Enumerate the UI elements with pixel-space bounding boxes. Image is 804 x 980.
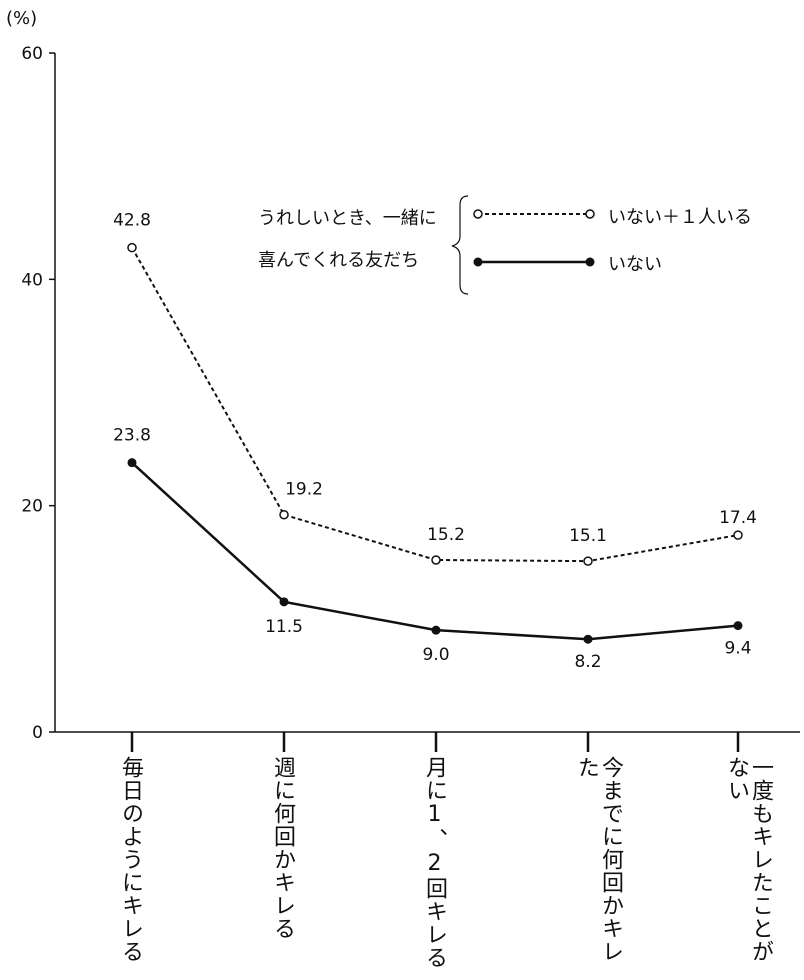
legend-label-dashed: いない＋１人いる (608, 207, 752, 228)
legend-marker-open (473, 209, 483, 219)
x-tick-label-2: 月に1、2回キレる (422, 756, 447, 969)
series-1-point-1 (279, 597, 289, 607)
y-tick-label-0: 0 (32, 723, 43, 743)
data-label-0-1: 19.2 (285, 480, 323, 500)
legend-title-line-1: うれしいとき、一緒に (258, 208, 437, 229)
data-label-1-4: 9.4 (724, 639, 751, 659)
data-label-0-2: 15.2 (427, 525, 465, 545)
legend (451, 195, 595, 295)
series-line-0 (131, 247, 739, 563)
data-label-1-3: 8.2 (574, 652, 601, 672)
y-tick-label-3: 60 (21, 44, 43, 64)
data-label-1-0: 23.8 (113, 426, 151, 446)
data-label-0-0: 42.8 (113, 211, 151, 231)
series-1-point-2 (431, 625, 441, 635)
y-tick-label-2: 40 (21, 270, 43, 290)
y-unit-label: (%) (6, 8, 38, 29)
x-tick-label-0: 毎日のようにキレる (118, 756, 143, 963)
x-tick-label-4: 一度もキレたことがない (724, 756, 773, 963)
series-0-point-4 (733, 530, 743, 540)
legend-marker-filled (473, 257, 483, 267)
series-0-point-3 (583, 556, 593, 566)
legend-label-solid: いない (608, 254, 662, 275)
y-tick-label-1: 20 (21, 497, 43, 517)
series-1-point-0 (127, 458, 137, 468)
series-0-point-1 (279, 509, 289, 520)
legend-marker-open-end (585, 209, 595, 219)
series-1-point-4 (733, 621, 743, 631)
x-tick-label-1: 週に何回かキレる (270, 756, 295, 940)
x-tick-label-3: 今までに何回かキレた (574, 756, 623, 963)
data-label-1-2: 9.0 (422, 645, 449, 665)
data-label-0-4: 17.4 (719, 508, 757, 528)
series-line-1 (131, 461, 739, 641)
series-0-point-0 (127, 242, 137, 253)
legend-brace (451, 195, 469, 295)
series-1-point-3 (583, 634, 593, 644)
data-label-0-3: 15.1 (569, 526, 607, 546)
data-label-1-1: 11.5 (265, 617, 303, 637)
legend-title-line-2: 喜んでくれる友だち (258, 250, 420, 271)
series-0-point-2 (431, 555, 441, 565)
legend-marker-filled-end (585, 257, 595, 267)
